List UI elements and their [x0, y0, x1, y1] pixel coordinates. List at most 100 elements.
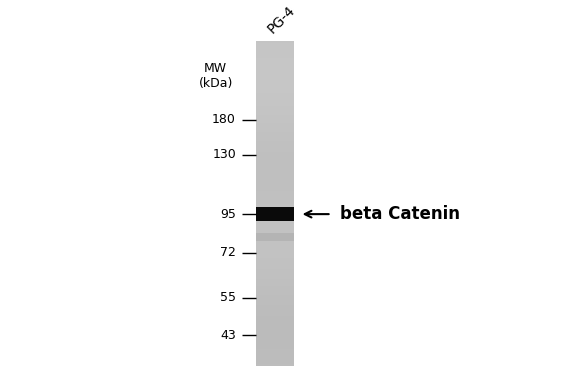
Bar: [256, 158, 294, 160]
Bar: [256, 93, 294, 95]
Bar: [256, 82, 294, 84]
Bar: [256, 130, 294, 132]
Bar: [256, 76, 294, 78]
Bar: [256, 178, 294, 180]
Bar: [256, 80, 294, 82]
Text: 55: 55: [220, 291, 236, 305]
Bar: [256, 195, 294, 197]
Bar: [256, 234, 294, 236]
Bar: [256, 63, 294, 65]
Bar: [256, 180, 294, 182]
Bar: [256, 284, 294, 286]
Bar: [256, 110, 294, 113]
Bar: [256, 208, 294, 221]
Bar: [256, 310, 294, 312]
Bar: [256, 342, 294, 344]
Bar: [256, 340, 294, 342]
Bar: [256, 208, 294, 210]
Bar: [256, 193, 294, 195]
Bar: [256, 223, 294, 225]
Bar: [256, 355, 294, 358]
Bar: [256, 314, 294, 316]
Bar: [256, 243, 294, 245]
Bar: [256, 233, 294, 241]
Bar: [256, 119, 294, 121]
Bar: [256, 212, 294, 214]
Bar: [256, 134, 294, 136]
Bar: [256, 54, 294, 56]
Text: 43: 43: [220, 329, 236, 342]
Bar: [256, 78, 294, 80]
Bar: [256, 214, 294, 217]
Bar: [256, 219, 294, 221]
Bar: [256, 323, 294, 325]
Bar: [256, 238, 294, 240]
Bar: [256, 249, 294, 251]
Bar: [256, 334, 294, 336]
Bar: [256, 59, 294, 60]
Bar: [256, 189, 294, 191]
Bar: [256, 69, 294, 71]
Bar: [256, 182, 294, 184]
Bar: [256, 125, 294, 128]
Bar: [256, 230, 294, 232]
Bar: [256, 318, 294, 321]
Bar: [256, 344, 294, 347]
Bar: [256, 56, 294, 59]
Bar: [256, 336, 294, 338]
Bar: [256, 199, 294, 201]
Bar: [256, 264, 294, 266]
Bar: [256, 299, 294, 301]
Bar: [256, 71, 294, 74]
Bar: [256, 100, 294, 102]
Bar: [256, 152, 294, 154]
Bar: [256, 294, 294, 297]
Bar: [256, 169, 294, 171]
Bar: [256, 332, 294, 334]
Text: PG-4: PG-4: [265, 3, 298, 36]
Bar: [256, 325, 294, 327]
Bar: [256, 167, 294, 169]
Bar: [256, 271, 294, 273]
Bar: [256, 364, 294, 366]
Bar: [256, 175, 294, 178]
Bar: [256, 154, 294, 156]
Bar: [256, 273, 294, 275]
Bar: [256, 147, 294, 149]
Bar: [256, 108, 294, 110]
Bar: [256, 45, 294, 48]
Bar: [256, 305, 294, 308]
Bar: [256, 327, 294, 329]
Bar: [256, 98, 294, 100]
Bar: [256, 184, 294, 186]
Bar: [256, 321, 294, 323]
Text: beta Catenin: beta Catenin: [340, 205, 460, 223]
Bar: [256, 128, 294, 130]
Bar: [256, 260, 294, 262]
Bar: [256, 262, 294, 264]
Text: 72: 72: [220, 246, 236, 259]
Bar: [256, 121, 294, 124]
Bar: [256, 141, 294, 143]
Bar: [256, 95, 294, 98]
Bar: [256, 163, 294, 165]
Bar: [256, 347, 294, 349]
Bar: [256, 115, 294, 117]
Bar: [256, 308, 294, 310]
Bar: [256, 359, 294, 362]
Bar: [256, 139, 294, 141]
Bar: [256, 145, 294, 147]
Text: 130: 130: [212, 148, 236, 161]
Bar: [256, 171, 294, 173]
Bar: [256, 338, 294, 340]
Bar: [256, 186, 294, 189]
Bar: [256, 132, 294, 134]
Bar: [256, 156, 294, 158]
Bar: [256, 240, 294, 243]
Bar: [256, 256, 294, 258]
Bar: [256, 143, 294, 145]
Bar: [256, 353, 294, 355]
Bar: [256, 329, 294, 332]
Bar: [256, 124, 294, 125]
Bar: [256, 43, 294, 45]
